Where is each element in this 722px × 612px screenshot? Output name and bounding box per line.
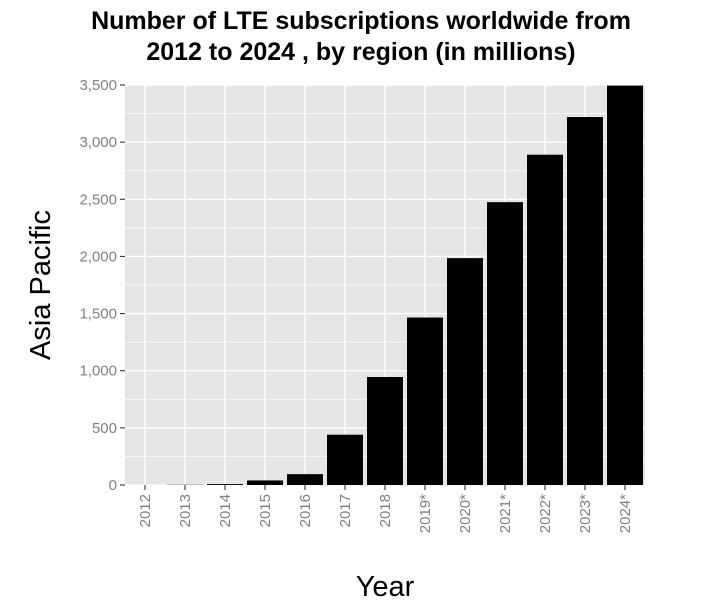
bar-2024-projected <box>607 85 643 486</box>
chart-title-line-1: Number of LTE subscriptions worldwide fr… <box>91 7 631 35</box>
y-tick-label: 3,000 <box>79 134 117 151</box>
y-axis-title: Asia Pacific <box>25 210 57 360</box>
x-tick-label: 2024* <box>617 494 634 533</box>
x-tick-label: 2018 <box>377 494 394 527</box>
bar-2019-projected <box>407 317 443 485</box>
bars <box>167 85 643 486</box>
x-tick-label: 2020* <box>457 494 474 533</box>
x-tick-label: 2013 <box>177 494 194 527</box>
bar-2022-projected <box>527 154 563 485</box>
bar-2020-projected <box>447 258 483 485</box>
x-axis-title: Year <box>356 571 415 603</box>
x-axis: 2012 2013 2014 2015 2016 2017 2018 2019* 2020* 20… <box>137 485 634 533</box>
x-tick-label: 2017 <box>337 494 354 527</box>
y-tick-label: 2,500 <box>79 191 117 208</box>
x-tick-label: 2021* <box>497 494 514 533</box>
y-tick-label: 1,500 <box>79 306 117 323</box>
x-tick-label: 2014 <box>217 494 234 527</box>
chart-title-line-2: 2012 to 2024 , by region (in millions) <box>146 38 576 66</box>
y-tick-label: 500 <box>92 420 117 437</box>
bar-2021-projected <box>487 202 523 485</box>
bar-2015 <box>247 480 283 485</box>
y-tick-label: 2,000 <box>79 248 117 265</box>
x-tick-label: 2019* <box>417 494 434 533</box>
x-tick-label: 2016 <box>297 494 314 527</box>
y-tick-label: 0 <box>109 477 117 494</box>
y-axis: 0 500 1,000 1,500 2,000 2,500 3,000 3,500 <box>79 77 125 494</box>
bar-2014 <box>207 484 243 485</box>
x-tick-label: 2023* <box>577 494 594 533</box>
bar-2017 <box>327 434 363 485</box>
x-tick-label: 2022* <box>537 494 554 533</box>
chart-title: Number of LTE subscriptions worldwide fr… <box>0 6 722 68</box>
x-tick-label: 2012 <box>137 494 154 527</box>
bar-2018 <box>367 377 403 485</box>
bar-2016 <box>287 474 323 485</box>
y-tick-label: 3,500 <box>79 77 117 94</box>
y-tick-label: 1,000 <box>79 363 117 380</box>
bar-2023-projected <box>567 117 603 485</box>
x-tick-label: 2015 <box>257 494 274 527</box>
